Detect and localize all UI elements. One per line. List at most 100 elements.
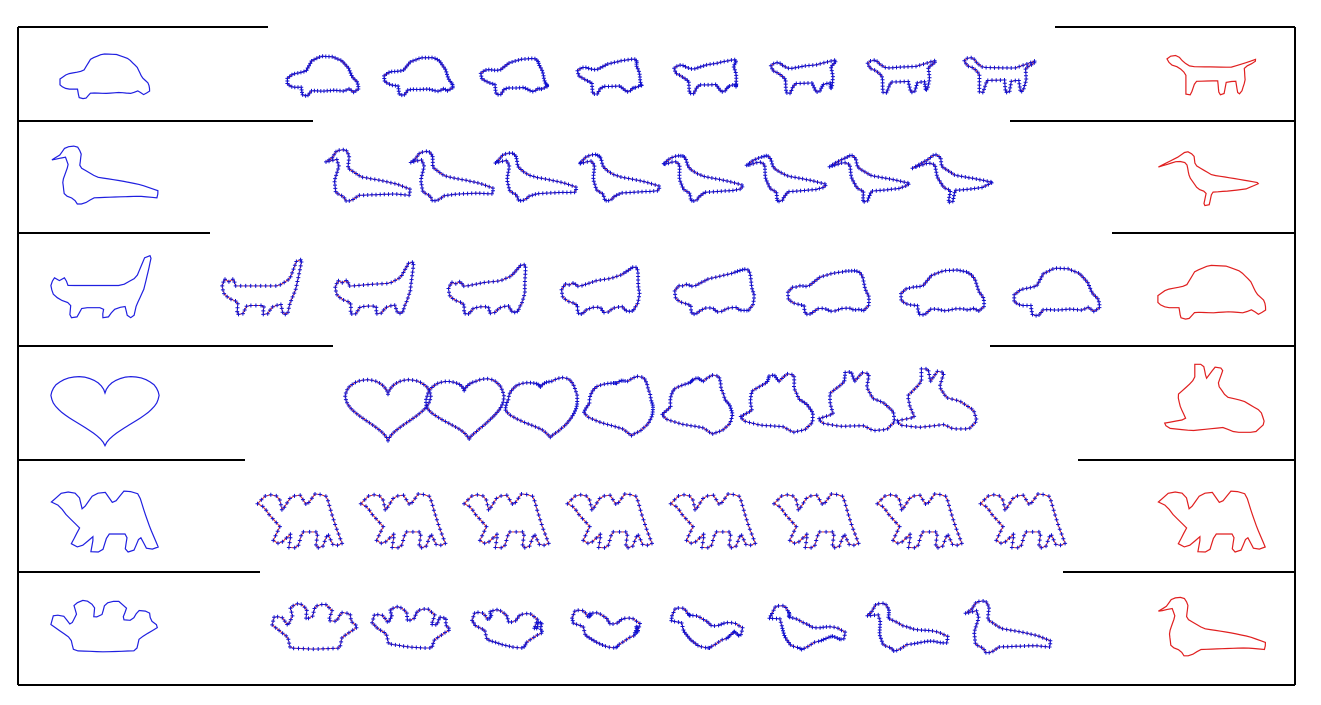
sample-point xyxy=(776,603,781,608)
sample-point xyxy=(983,84,988,89)
sample-point xyxy=(784,191,789,196)
sample-point xyxy=(404,185,409,190)
sample-point xyxy=(706,82,711,87)
sample-point xyxy=(792,529,797,534)
sample-point xyxy=(857,270,862,275)
sample-point xyxy=(597,540,602,545)
sample-point xyxy=(330,158,335,163)
sample-point xyxy=(751,161,756,166)
sample-point xyxy=(1029,500,1034,505)
sample-point xyxy=(695,171,700,176)
sample-point xyxy=(353,88,358,93)
sample-point xyxy=(680,185,685,189)
sample-point xyxy=(536,513,541,517)
sample-point xyxy=(504,613,509,618)
morph-frame-5 xyxy=(661,153,745,203)
sample-point xyxy=(963,426,968,431)
sample-point xyxy=(900,185,905,190)
sample-point xyxy=(823,307,828,311)
sample-point xyxy=(287,302,292,307)
sample-point xyxy=(430,622,435,627)
sample-point xyxy=(670,160,674,165)
sample-point xyxy=(334,173,339,178)
sample-point xyxy=(531,534,536,539)
sample-point xyxy=(351,75,355,80)
sample-point xyxy=(878,188,883,193)
sample-point xyxy=(295,279,300,284)
sample-point xyxy=(517,382,522,387)
sample-point xyxy=(895,418,900,423)
sample-point xyxy=(932,423,937,428)
sample-point xyxy=(786,66,791,71)
sample-point xyxy=(410,500,415,505)
sample-point xyxy=(946,308,951,313)
sample-point xyxy=(404,420,409,425)
sample-point xyxy=(798,188,803,193)
sample-point xyxy=(568,190,573,195)
sample-point xyxy=(576,512,581,517)
sample-point xyxy=(865,613,870,618)
sample-point xyxy=(436,89,440,94)
sample-point xyxy=(444,623,449,628)
sample-point xyxy=(794,524,799,529)
sample-point xyxy=(314,538,319,543)
sample-point xyxy=(912,493,917,498)
sample-point xyxy=(511,415,516,420)
sample-point xyxy=(897,524,902,529)
sample-point xyxy=(717,429,722,434)
sample-point xyxy=(677,164,682,169)
sample-point xyxy=(238,283,243,288)
sample-point xyxy=(583,610,588,615)
sample-point xyxy=(881,188,886,193)
sample-point xyxy=(709,623,714,628)
sample-point xyxy=(828,404,833,409)
sample-point xyxy=(438,527,443,532)
sample-point xyxy=(933,164,938,169)
sample-point xyxy=(790,189,795,194)
sample-point xyxy=(928,155,933,160)
sample-point xyxy=(597,420,602,425)
sample-point xyxy=(578,66,583,71)
sample-point xyxy=(648,417,653,422)
sample-point xyxy=(417,529,422,534)
sample-point xyxy=(383,507,388,512)
sample-point xyxy=(507,274,512,279)
sample-point xyxy=(684,282,689,287)
sample-point xyxy=(283,312,288,317)
sample-point xyxy=(770,161,775,166)
sample-point xyxy=(1024,62,1029,66)
sample-point xyxy=(600,308,605,313)
sample-point xyxy=(694,311,699,316)
sample-point xyxy=(927,78,932,83)
sample-point xyxy=(726,492,731,496)
sample-point xyxy=(1069,268,1074,273)
sample-point xyxy=(1013,65,1018,70)
sample-point xyxy=(432,383,437,388)
sample-point xyxy=(740,184,745,189)
sample-point xyxy=(424,384,429,389)
sample-point xyxy=(824,81,829,86)
sample-point xyxy=(471,614,476,619)
sample-point xyxy=(588,502,593,507)
sample-point xyxy=(985,616,990,620)
sample-point xyxy=(702,174,707,179)
sample-point xyxy=(840,269,845,274)
sample-point xyxy=(398,311,402,316)
sample-point xyxy=(323,602,328,607)
sample-point xyxy=(299,260,304,264)
sample-point xyxy=(291,603,296,608)
sample-point xyxy=(845,508,850,513)
sample-point xyxy=(540,71,545,75)
sample-point xyxy=(818,88,822,93)
sample-point xyxy=(770,373,775,378)
sample-point xyxy=(430,163,435,168)
sample-point xyxy=(939,308,944,313)
sample-point xyxy=(285,500,290,505)
sample-point xyxy=(1011,535,1016,540)
sample-point xyxy=(793,175,798,180)
sample-point xyxy=(346,630,351,635)
sample-point xyxy=(702,278,707,283)
sample-point xyxy=(495,279,500,284)
sample-point xyxy=(410,260,415,265)
sample-point xyxy=(865,61,870,66)
